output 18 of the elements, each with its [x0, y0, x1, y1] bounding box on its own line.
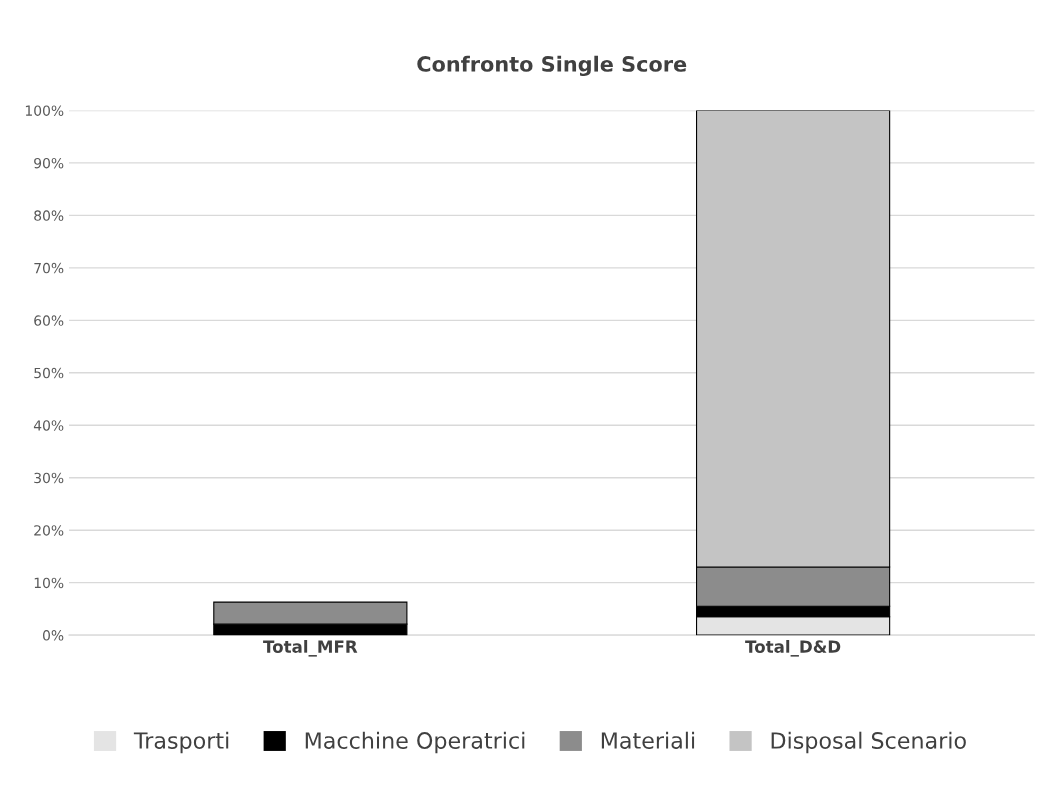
y-tick-label: 90% [34, 157, 64, 169]
y-tick-label: 40% [33, 420, 64, 431]
y-tick-label: 60% [34, 315, 64, 326]
y-tick-label: 50% [34, 367, 64, 379]
chart-title: Confronto Single Score [417, 55, 687, 77]
x-tick-label: Total_MFR [263, 640, 358, 657]
y-tick-label: 20% [34, 525, 64, 536]
y-tick-label: 30% [34, 472, 64, 484]
y-tick-label: 80% [34, 210, 64, 221]
y-tick-label: 100% [25, 105, 64, 116]
legend-label: Materiali [601, 731, 695, 749]
y-tick-label: 70% [34, 262, 64, 274]
x-tick-label: Total_D&D [745, 640, 841, 657]
legend-label: Trasporti [133, 731, 229, 754]
y-tick-label: 10% [34, 577, 64, 589]
legend-label: Macchine Operatrici [305, 731, 525, 754]
y-tick-label: 0% [42, 630, 64, 641]
legend-label: Disposal Scenario [771, 731, 966, 754]
